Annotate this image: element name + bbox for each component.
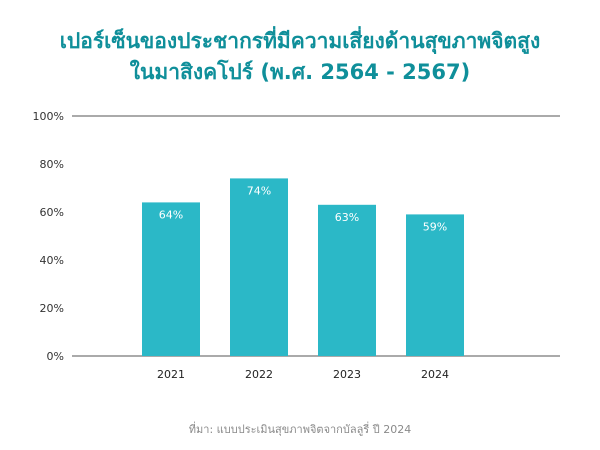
bar xyxy=(230,178,288,356)
chart-title-line1: เปอร์เซ็นของประชากรที่มีความเสี่ยงด้านสุ… xyxy=(59,29,541,53)
x-tick-label: 2021 xyxy=(157,368,185,381)
data-label: 63% xyxy=(335,211,359,224)
bar xyxy=(142,202,200,356)
y-tick-label: 60% xyxy=(40,206,64,219)
chart-title-line2: ในมาสิงคโปร์ (พ.ศ. 2564 - 2567) xyxy=(129,60,471,84)
bar xyxy=(406,214,464,356)
chart-title: เปอร์เซ็นของประชากรที่มีความเสี่ยงด้านสุ… xyxy=(0,26,600,88)
y-tick-label: 20% xyxy=(40,302,64,315)
bar xyxy=(318,204,376,356)
y-tick-label: 40% xyxy=(40,254,64,267)
y-tick-label: 100% xyxy=(33,110,64,123)
data-label: 64% xyxy=(159,208,183,221)
x-tick-label: 2022 xyxy=(245,368,273,381)
x-tick-label: 2023 xyxy=(333,368,361,381)
source-note: ที่มา: แบบประเมินสุขภาพจิตจากบัลลูรี่ ปี… xyxy=(188,423,412,436)
y-tick-label: 0% xyxy=(47,350,64,363)
x-tick-label: 2024 xyxy=(421,368,449,381)
y-tick-label: 80% xyxy=(40,158,64,171)
data-label: 59% xyxy=(423,220,447,233)
data-label: 74% xyxy=(247,184,271,197)
